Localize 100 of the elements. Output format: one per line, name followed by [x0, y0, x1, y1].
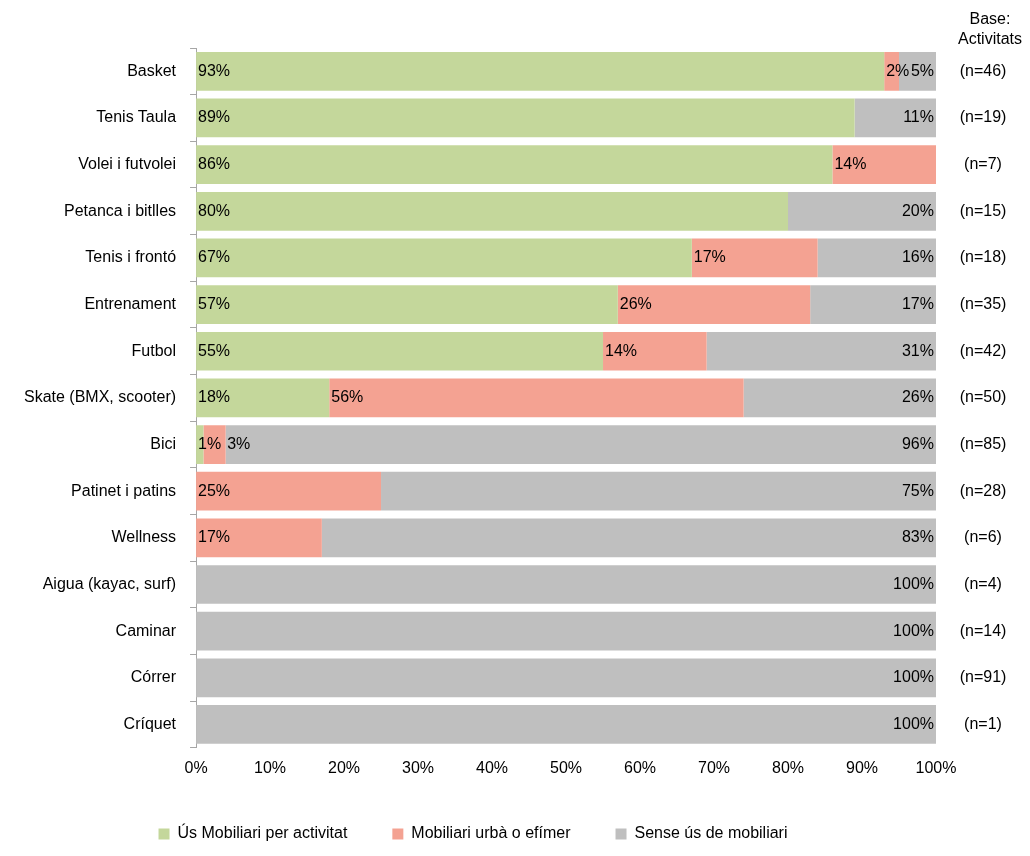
text: (n=42): [959, 341, 1007, 359]
data-label: 1%: [198, 434, 222, 452]
x-tick-label: 30%: [402, 758, 435, 776]
data-label: 14%: [834, 155, 867, 173]
bar: [854, 98, 936, 138]
x-tick-label: 50%: [550, 758, 583, 776]
bar: [788, 191, 936, 231]
data-label: 25%: [198, 481, 231, 499]
data-label: 2%: [886, 61, 910, 79]
bar: [196, 518, 322, 558]
bar: [832, 145, 936, 184]
bar: [196, 378, 330, 418]
bar: [196, 238, 692, 278]
y-tick-label: Tenis i frontó: [85, 248, 177, 266]
data-label: 100%: [893, 668, 934, 686]
y-tick-label: Wellness: [111, 528, 177, 546]
y-tick-label: Petanca i bitlles: [63, 201, 177, 219]
bar: [691, 238, 818, 278]
x-tick-label: 60%: [624, 758, 657, 776]
text: (n=15): [959, 201, 1007, 219]
text: (n=28): [959, 481, 1007, 499]
y-tick-label: Córrer: [130, 668, 177, 686]
x-tick-label: 0%: [184, 758, 208, 776]
text: (n=19): [959, 108, 1007, 126]
bar: [381, 471, 936, 511]
data-label: 26%: [901, 388, 934, 406]
bar: [196, 51, 885, 91]
text: Base: Activitats: [957, 10, 1023, 48]
y-tick-label: Tenis Taula: [96, 108, 177, 126]
bar: [706, 331, 936, 371]
data-label: 20%: [901, 201, 934, 219]
legend-label: Sense ús de mobiliari: [634, 824, 788, 842]
data-label: 75%: [901, 481, 934, 499]
text: (n=35): [959, 295, 1007, 312]
bar: [196, 471, 382, 511]
data-label: 17%: [693, 248, 726, 266]
y-tick-label: Aigua (kayac, surf): [42, 574, 177, 592]
data-label: 5%: [910, 61, 934, 79]
x-tick-label: 10%: [254, 758, 287, 776]
data-label: 14%: [605, 341, 638, 359]
y-tick-label: Futbol: [131, 341, 177, 359]
bar: [196, 285, 618, 324]
data-label: 86%: [198, 155, 231, 173]
y-tick-label: Críquet: [123, 714, 177, 732]
data-label: 17%: [901, 295, 934, 312]
text: (n=91): [959, 668, 1007, 686]
x-tick-label: 70%: [698, 758, 731, 776]
bar: [329, 378, 744, 418]
y-tick-label: Volei i futvolei: [78, 155, 177, 173]
bar: [196, 331, 604, 371]
data-label: 83%: [901, 528, 934, 546]
data-label: 100%: [893, 621, 934, 639]
data-label: 89%: [198, 108, 231, 126]
data-label: 16%: [901, 248, 934, 266]
bar: [196, 658, 936, 698]
data-label: 100%: [893, 714, 934, 732]
x-tick-label: 40%: [476, 758, 509, 776]
bar: [743, 378, 936, 418]
data-label: 80%: [198, 201, 231, 219]
bar: [810, 285, 936, 324]
text: (n=1): [964, 714, 1002, 732]
x-tick-label: 90%: [845, 758, 879, 776]
text: (n=50): [959, 388, 1007, 406]
text: (n=18): [959, 248, 1007, 266]
bar: [196, 705, 936, 744]
bar: [196, 98, 855, 138]
x-tick-label: 100%: [915, 758, 957, 776]
bar: [603, 331, 707, 371]
bar: [196, 191, 789, 231]
text: (n=7): [964, 155, 1002, 173]
text: (n=14): [959, 621, 1007, 639]
bar: [321, 518, 936, 558]
y-tick-label: Patinet i patins: [71, 481, 177, 499]
bar: [225, 425, 936, 464]
y-tick-label: Basket: [127, 61, 177, 79]
bar: [196, 145, 833, 184]
text: (n=85): [959, 434, 1007, 452]
bar: [196, 611, 936, 651]
y-tick-label: Caminar: [115, 621, 177, 639]
data-label: 55%: [198, 341, 231, 359]
y-tick-label: Entrenament: [84, 295, 177, 312]
bar: [817, 238, 936, 278]
data-label: 18%: [198, 388, 231, 406]
data-label: 3%: [227, 434, 251, 452]
y-tick-label: Skate (BMX, scooter): [24, 388, 177, 406]
data-label: 26%: [619, 295, 652, 312]
legend-label: Ús Mobiliari per activitat: [177, 823, 348, 842]
data-label: 56%: [331, 388, 364, 406]
data-label: 93%: [198, 61, 231, 79]
data-label: 11%: [903, 108, 934, 126]
data-label: 100%: [893, 574, 934, 592]
data-label: 31%: [901, 341, 934, 359]
bar: [617, 285, 811, 324]
y-tick-label: Bici: [150, 434, 177, 452]
data-label: 57%: [198, 295, 231, 312]
x-tick-label: 20%: [328, 758, 361, 776]
data-label: 67%: [198, 248, 231, 266]
text: (n=46): [959, 61, 1007, 79]
text: (n=4): [964, 574, 1002, 592]
bar: [196, 565, 936, 604]
